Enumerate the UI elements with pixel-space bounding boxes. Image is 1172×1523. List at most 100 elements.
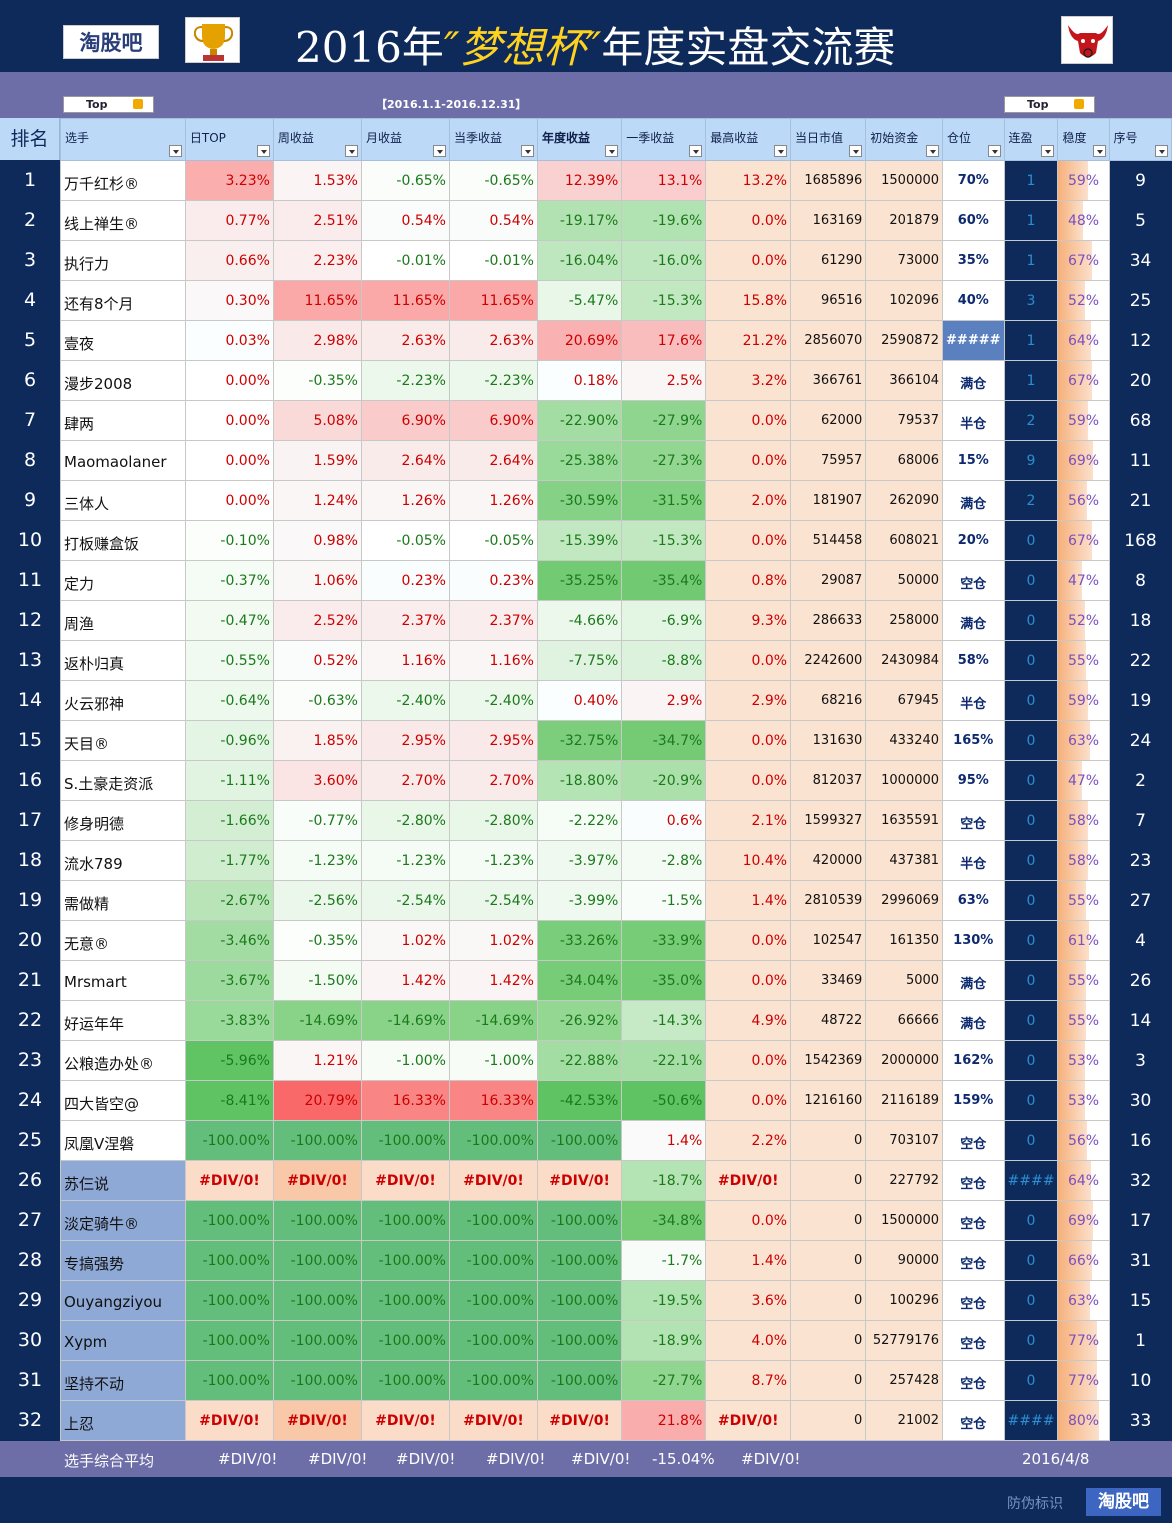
- week-return-cell[interactable]: 1.85%: [272, 720, 362, 761]
- col-header-seq[interactable]: 序号: [1108, 118, 1172, 161]
- week-return-cell[interactable]: 3.60%: [272, 760, 362, 801]
- day-return-cell[interactable]: #DIV/0!: [184, 1400, 274, 1441]
- day-return-cell[interactable]: -100.00%: [184, 1360, 274, 1401]
- position-cell[interactable]: 满仓: [942, 480, 1005, 521]
- day-return-cell[interactable]: 3.23%: [184, 160, 274, 201]
- max-return-cell[interactable]: 0.0%: [705, 1080, 792, 1121]
- week-return-cell[interactable]: 1.06%: [272, 560, 362, 601]
- first-quarter-cell[interactable]: -14.3%: [621, 1000, 707, 1041]
- year-return-cell[interactable]: -100.00%: [536, 1320, 623, 1361]
- year-return-cell[interactable]: -3.99%: [536, 880, 623, 921]
- year-return-cell[interactable]: 0.40%: [536, 680, 623, 721]
- initial-capital-cell[interactable]: 67945: [865, 680, 944, 721]
- market-value-cell[interactable]: 68216: [790, 680, 867, 721]
- col-header-year[interactable]: 年度收益: [536, 118, 623, 161]
- month-return-cell[interactable]: -100.00%: [360, 1280, 450, 1321]
- table-row[interactable]: 火云邪神 -0.64% -0.63% -2.40% -2.40% 0.40% 2.9% 2.9…: [60, 680, 1172, 721]
- market-value-cell[interactable]: 0: [790, 1200, 867, 1241]
- position-cell[interactable]: 63%: [942, 880, 1005, 921]
- day-return-cell[interactable]: -1.11%: [184, 760, 274, 801]
- player-name-cell[interactable]: 定力: [60, 560, 186, 601]
- year-return-cell[interactable]: #DIV/0!: [536, 1160, 623, 1201]
- filter-dropdown-icon[interactable]: [344, 145, 358, 157]
- day-return-cell[interactable]: 0.00%: [184, 400, 274, 441]
- year-return-cell[interactable]: -100.00%: [536, 1280, 623, 1321]
- quarter-return-cell[interactable]: 2.37%: [448, 600, 538, 641]
- max-return-cell[interactable]: 13.2%: [705, 160, 792, 201]
- max-return-cell[interactable]: 10.4%: [705, 840, 792, 881]
- initial-capital-cell[interactable]: 79537: [865, 400, 944, 441]
- month-return-cell[interactable]: 0.54%: [360, 200, 450, 241]
- position-cell[interactable]: 95%: [942, 760, 1005, 801]
- initial-capital-cell[interactable]: 73000: [865, 240, 944, 281]
- filter-dropdown-icon[interactable]: [774, 145, 788, 157]
- filter-dropdown-icon[interactable]: [168, 145, 182, 157]
- week-return-cell[interactable]: 2.52%: [272, 600, 362, 641]
- position-cell[interactable]: 空仓: [942, 1200, 1005, 1241]
- quarter-return-cell[interactable]: 6.90%: [448, 400, 538, 441]
- quarter-return-cell[interactable]: -100.00%: [448, 1240, 538, 1281]
- quarter-return-cell[interactable]: #DIV/0!: [448, 1400, 538, 1441]
- month-return-cell[interactable]: 2.64%: [360, 440, 450, 481]
- first-quarter-cell[interactable]: -50.6%: [621, 1080, 707, 1121]
- max-return-cell[interactable]: 15.8%: [705, 280, 792, 321]
- filter-dropdown-icon[interactable]: [689, 145, 703, 157]
- win-streak-cell[interactable]: 0: [1003, 1240, 1059, 1281]
- day-return-cell[interactable]: -0.64%: [184, 680, 274, 721]
- market-value-cell[interactable]: 1542369: [790, 1040, 867, 1081]
- year-return-cell[interactable]: -32.75%: [536, 720, 623, 761]
- player-name-cell[interactable]: 无意®: [60, 920, 186, 961]
- seq-cell[interactable]: 19: [1109, 680, 1172, 721]
- month-return-cell[interactable]: -2.80%: [360, 800, 450, 841]
- player-name-cell[interactable]: 执行力: [60, 240, 186, 281]
- player-name-cell[interactable]: 壹夜: [60, 320, 186, 361]
- day-return-cell[interactable]: -3.67%: [184, 960, 274, 1001]
- seq-cell[interactable]: 33: [1109, 1400, 1172, 1441]
- position-cell[interactable]: 35%: [942, 240, 1005, 281]
- max-return-cell[interactable]: 0.0%: [705, 440, 792, 481]
- win-streak-cell[interactable]: 0: [1003, 1360, 1059, 1401]
- stability-cell[interactable]: 56%: [1057, 480, 1110, 521]
- position-cell[interactable]: #####: [942, 320, 1005, 361]
- stability-cell[interactable]: 52%: [1057, 280, 1110, 321]
- quarter-return-cell[interactable]: 2.95%: [448, 720, 538, 761]
- market-value-cell[interactable]: 96516: [790, 280, 867, 321]
- position-cell[interactable]: 162%: [942, 1040, 1005, 1081]
- player-name-cell[interactable]: 苏仨说: [60, 1160, 186, 1201]
- col-header-player[interactable]: 选手: [60, 118, 186, 161]
- position-cell[interactable]: 空仓: [942, 1400, 1005, 1441]
- initial-capital-cell[interactable]: 102096: [865, 280, 944, 321]
- year-return-cell[interactable]: 12.39%: [536, 160, 623, 201]
- initial-capital-cell[interactable]: 433240: [865, 720, 944, 761]
- month-return-cell[interactable]: -1.23%: [360, 840, 450, 881]
- player-name-cell[interactable]: 修身明德: [60, 800, 186, 841]
- max-return-cell[interactable]: #DIV/0!: [705, 1160, 792, 1201]
- position-cell[interactable]: 159%: [942, 1080, 1005, 1121]
- market-value-cell[interactable]: 0: [790, 1400, 867, 1441]
- position-cell[interactable]: 165%: [942, 720, 1005, 761]
- first-quarter-cell[interactable]: -34.8%: [621, 1200, 707, 1241]
- max-return-cell[interactable]: #DIV/0!: [705, 1400, 792, 1441]
- day-return-cell[interactable]: -5.96%: [184, 1040, 274, 1081]
- table-row[interactable]: 万千红杉® 3.23% 1.53% -0.65% -0.65% 12.39% 13.1% 13…: [60, 160, 1172, 201]
- table-row[interactable]: Ouyangziyou -100.00% -100.00% -100.00% -100.…: [60, 1280, 1172, 1321]
- filter-dropdown-icon[interactable]: [987, 145, 1001, 157]
- month-return-cell[interactable]: 0.23%: [360, 560, 450, 601]
- win-streak-cell[interactable]: 1: [1003, 360, 1059, 401]
- position-cell[interactable]: 60%: [942, 200, 1005, 241]
- first-quarter-cell[interactable]: -34.7%: [621, 720, 707, 761]
- quarter-return-cell[interactable]: 1.42%: [448, 960, 538, 1001]
- week-return-cell[interactable]: -100.00%: [272, 1200, 362, 1241]
- win-streak-cell[interactable]: 0: [1003, 1200, 1059, 1241]
- stability-cell[interactable]: 67%: [1057, 360, 1110, 401]
- month-return-cell[interactable]: 1.02%: [360, 920, 450, 961]
- win-streak-cell[interactable]: 0: [1003, 680, 1059, 721]
- max-return-cell[interactable]: 0.0%: [705, 200, 792, 241]
- filter-dropdown-icon[interactable]: [432, 145, 446, 157]
- initial-capital-cell[interactable]: 2116189: [865, 1080, 944, 1121]
- win-streak-cell[interactable]: 0: [1003, 800, 1059, 841]
- day-return-cell[interactable]: -2.67%: [184, 880, 274, 921]
- market-value-cell[interactable]: 33469: [790, 960, 867, 1001]
- position-cell[interactable]: 空仓: [942, 1160, 1005, 1201]
- position-cell[interactable]: 40%: [942, 280, 1005, 321]
